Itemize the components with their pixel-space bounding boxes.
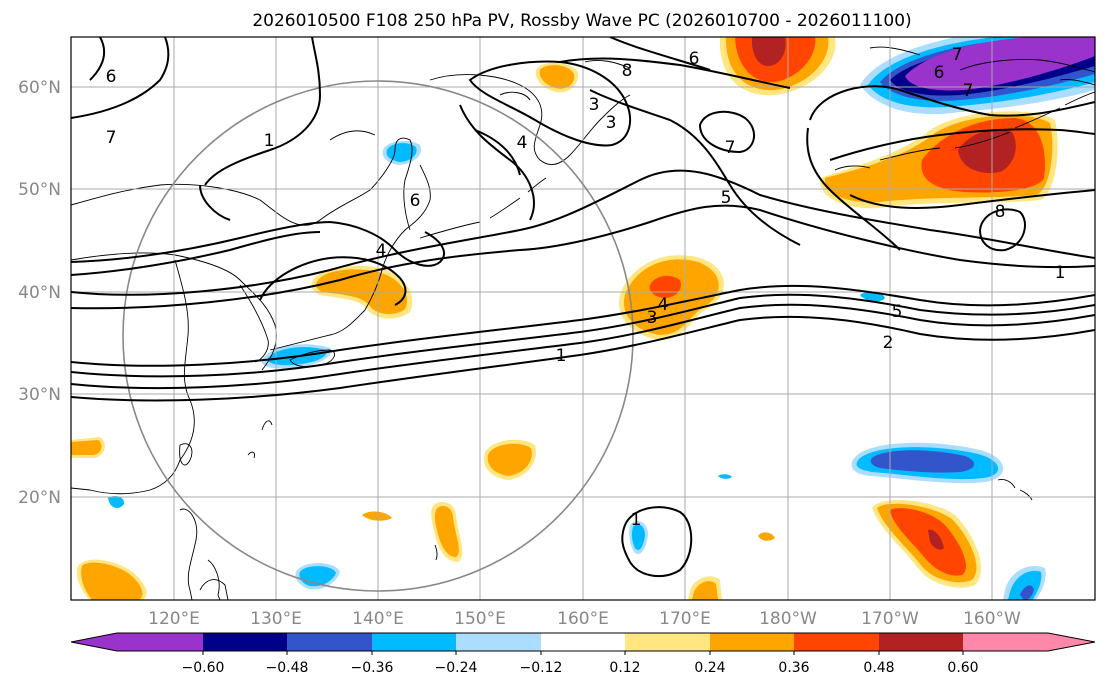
lat-label: 20°N [18,488,61,508]
colorbar-tick-label: 0.12 [609,660,640,676]
colorbar-segment [117,633,203,651]
colorbar-segment [963,633,1048,651]
colorbar: −0.60 −0.48 −0.36 −0.24 −0.12 0.12 0.24 … [70,632,1096,676]
colorbar-segment [710,633,794,651]
colorbar-segment [625,633,710,651]
pv-contours [71,37,1095,578]
contour-label: 5 [892,302,903,322]
contour-label: 2 [883,333,894,353]
contour-label: 1 [1055,263,1066,283]
colorbar-segment [794,633,879,651]
colorbar-tick-label: 0.60 [947,660,978,676]
lon-label: 140°E [352,609,404,629]
colorbar-segment [879,633,963,651]
contour-label: 3 [606,113,617,133]
lon-label: 120°E [148,609,200,629]
lon-label: 180°W [759,609,817,629]
pc-shading [71,37,1095,600]
contour-label: 7 [106,128,117,148]
contour-labels: 6 7 1 4 6 4 3 6 3 8 6 7 7 5 8 1 7 5 2 1 … [106,45,1066,530]
colorbar-tick-label: 0.36 [778,660,809,676]
latitude-labels: 60°N 50°N 40°N 30°N 20°N [18,78,61,508]
gridlines [71,37,1095,600]
contour-label: 7 [952,45,963,65]
coastlines [71,46,1095,600]
reference-circle [122,80,634,592]
lon-label: 160°W [963,609,1021,629]
colorbar-tick-label: −0.12 [520,660,563,676]
contour-label: 6 [934,63,945,83]
contour-label: 7 [963,81,974,101]
contour-label: 1 [556,346,567,366]
colorbar-tick-label: −0.48 [266,660,309,676]
longitude-labels: 120°E 130°E 140°E 150°E 160°E 170°E 180°… [148,609,1021,629]
lon-label: 170°E [659,609,711,629]
lat-label: 60°N [18,78,61,98]
contour-label: 3 [647,308,658,328]
contour-label: 1 [264,131,275,151]
map-area: 6 7 1 4 6 4 3 6 3 8 6 7 7 5 8 1 7 5 2 1 … [71,37,1095,600]
colorbar-tick-label: 0.48 [863,660,894,676]
contour-label: 8 [622,61,633,81]
colorbar-segment [541,633,625,651]
colorbar-tick-label: −0.36 [351,660,394,676]
lon-label: 170°W [861,609,919,629]
contour-label: 4 [658,295,669,315]
contour-label: 5 [721,188,732,208]
lon-label: 150°E [454,609,506,629]
colorbar-extend-high [1048,633,1095,651]
contour-label: 8 [995,202,1006,222]
contour-label: 7 [725,138,736,158]
lon-label: 130°E [250,609,302,629]
contour-label: 3 [589,95,600,115]
colorbar-extend-low [71,633,117,651]
lat-label: 30°N [18,385,61,405]
colorbar-segment [372,633,456,651]
contour-label: 6 [106,67,117,87]
contour-label: 1 [631,510,642,530]
contour-label: 6 [689,49,700,69]
figure-title: 2026010500 F108 250 hPa PV, Rossby Wave … [252,11,911,31]
lon-label: 160°E [557,609,609,629]
lat-label: 50°N [18,180,61,200]
lat-label: 40°N [18,283,61,303]
colorbar-segment [287,633,372,651]
colorbar-outline [70,632,1096,652]
colorbar-tick-label: −0.60 [182,660,225,676]
colorbar-segment [456,633,541,651]
colorbar-segment [203,633,287,651]
colorbar-tick-label: 0.24 [694,660,725,676]
map-frame [70,36,1096,601]
colorbar-tick-label: −0.24 [435,660,478,676]
contour-label: 4 [517,133,528,153]
contour-label: 4 [376,241,387,261]
contour-label: 6 [410,191,421,211]
